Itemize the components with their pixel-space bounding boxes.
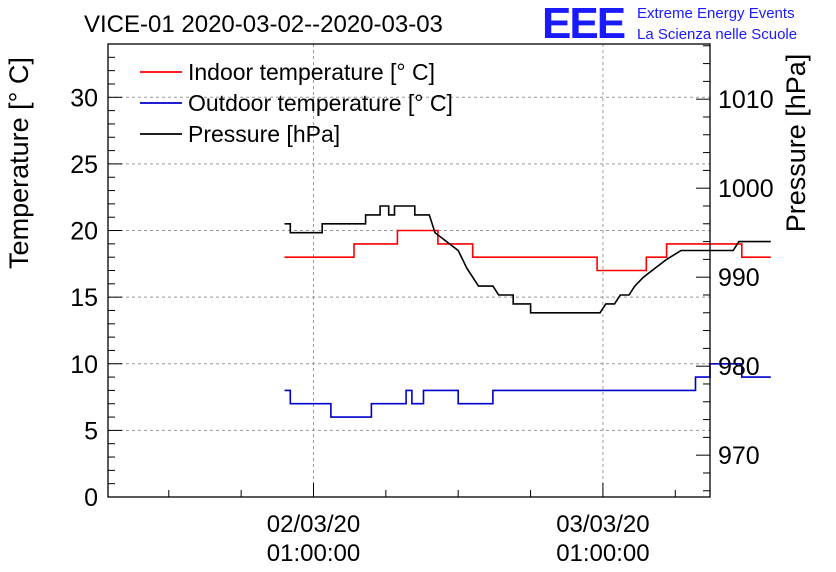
series-line-1 <box>284 229 771 272</box>
left-axis-ticks: 0 5 10 15 20 25 30 <box>70 43 122 512</box>
right-axis-ticks: 970 980 990 1000 1010 <box>696 45 774 492</box>
y2-tick-label: 970 <box>718 442 760 470</box>
legend-label: Pressure [hPa] <box>188 121 340 147</box>
y-tick-label: 30 <box>70 84 98 112</box>
x-tick-label-time: 01:00:00 <box>267 540 360 567</box>
y-tick-label: 5 <box>84 417 98 445</box>
y2-axis-label: Pressure [hPa] <box>781 54 811 233</box>
y2-tick-label: 990 <box>718 264 760 292</box>
brand-line-1: Extreme Energy Events <box>637 5 795 22</box>
x-tick-label-date: 03/03/20 <box>556 511 649 538</box>
y2-tick-label: 1010 <box>718 86 774 114</box>
brand-logo: EEE Extreme Energy Events La Scienza nel… <box>542 0 797 48</box>
x-tick-label-time: 01:00:00 <box>556 540 649 567</box>
brand-line-2: La Scienza nelle Scuole <box>637 26 797 43</box>
eee-logo: EEE <box>542 0 625 48</box>
y2-tick-label: 1000 <box>718 175 774 203</box>
legend: Indoor temperature [° C] Outdoor temperat… <box>140 59 453 147</box>
legend-label: Indoor temperature [° C] <box>188 59 435 85</box>
y-tick-label: 0 <box>84 484 98 512</box>
legend-label: Outdoor temperature [° C] <box>188 90 453 116</box>
y-tick-label: 25 <box>70 151 98 179</box>
series-line-2 <box>284 362 771 418</box>
y-tick-label: 20 <box>70 218 98 246</box>
y-tick-label: 15 <box>70 284 98 312</box>
y-tick-label: 10 <box>70 351 98 379</box>
y2-tick-label: 980 <box>718 353 760 381</box>
x-tick-label-date: 02/03/20 <box>267 511 360 538</box>
series-line-3 <box>284 205 771 314</box>
series-lines <box>284 205 771 418</box>
chart-title: VICE-01 2020-03-02--2020-03-03 <box>84 11 443 38</box>
y-axis-label: Temperature [° C] <box>4 57 34 269</box>
